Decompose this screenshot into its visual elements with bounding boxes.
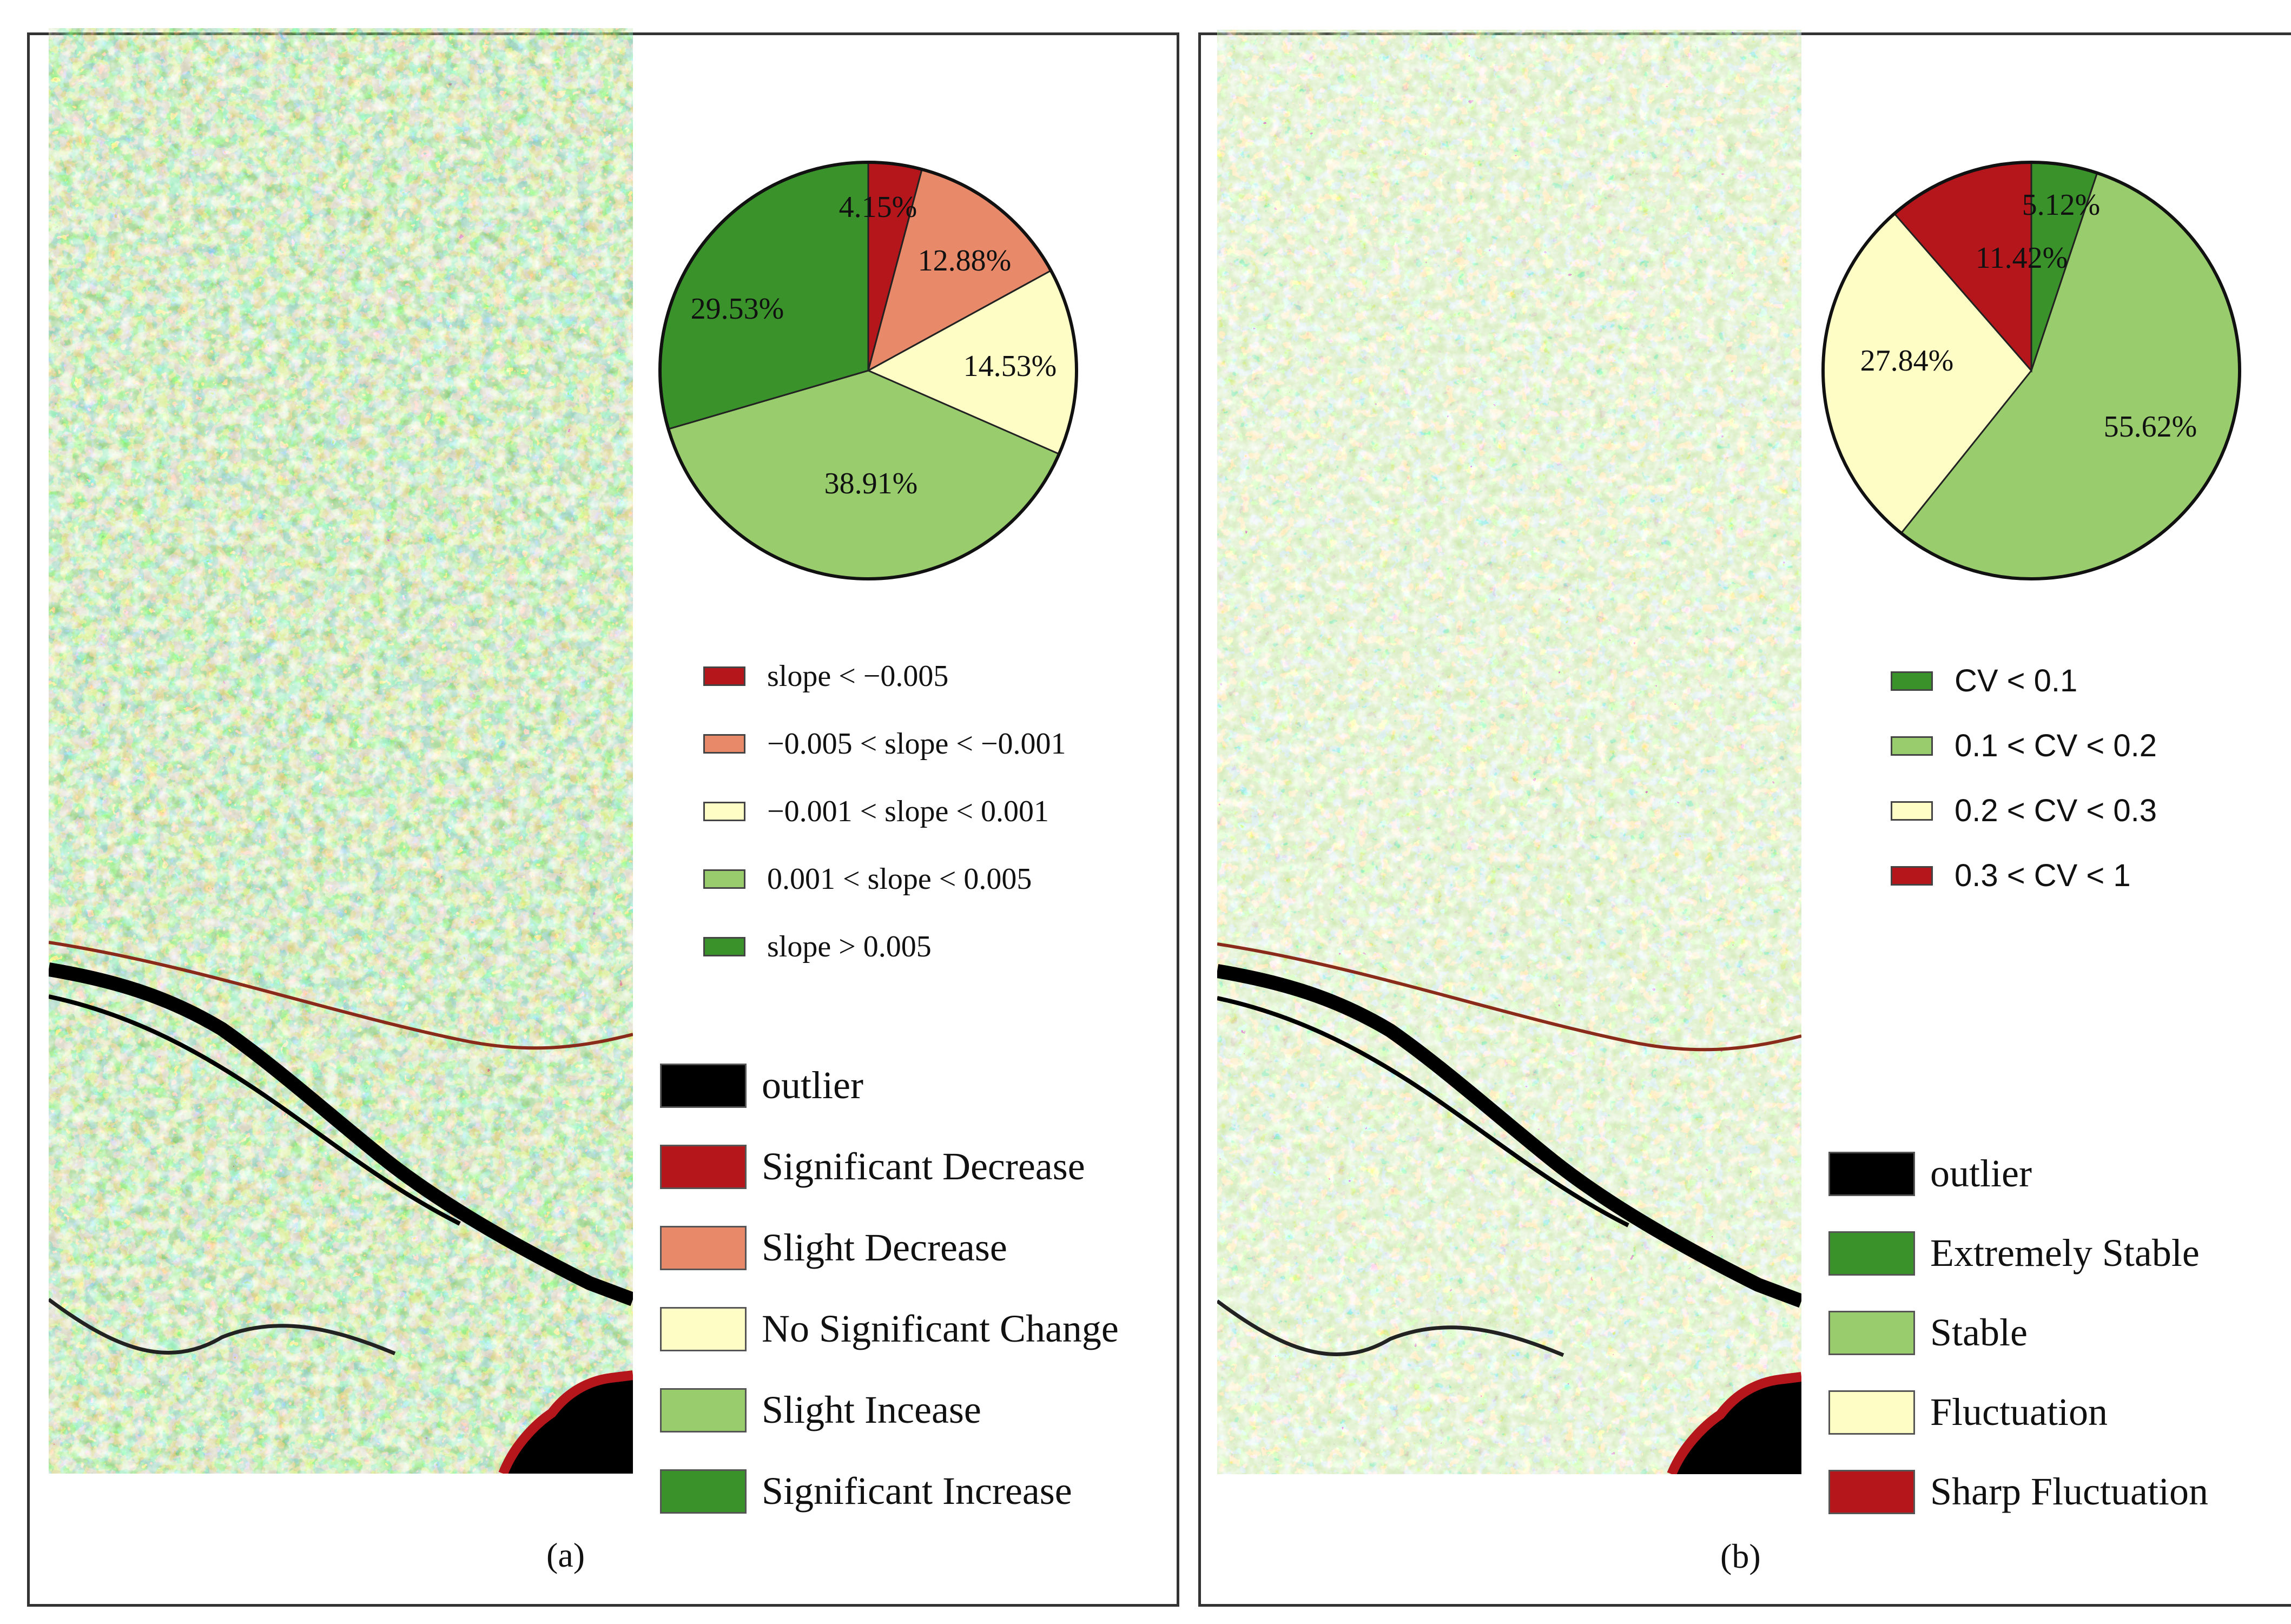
panel-a-caption: (a) bbox=[546, 1536, 585, 1574]
legend-label: 0.3 < CV < 1 bbox=[1955, 858, 2131, 893]
slope-legend-item: slope < −0.005 bbox=[703, 659, 948, 694]
pie-slice-label: 14.53% bbox=[963, 349, 1057, 383]
road bbox=[49, 941, 633, 1050]
class-legend-item: Extremely Stable bbox=[1828, 1231, 2200, 1276]
cv-legend-item: CV < 0.1 bbox=[1891, 663, 2077, 699]
stream bbox=[1217, 1299, 1564, 1357]
river-branch bbox=[1217, 996, 1629, 1227]
legend-label: Slight Decrease bbox=[762, 1226, 1007, 1269]
pie-outline bbox=[1821, 161, 2241, 580]
legend-swatch bbox=[1828, 1151, 1915, 1196]
cv-legend-item: 0.1 < CV < 0.2 bbox=[1891, 728, 2157, 764]
pie-slice-label: 29.53% bbox=[691, 292, 784, 326]
legend-swatch bbox=[703, 869, 745, 889]
legend-swatch bbox=[660, 1388, 747, 1432]
pie-slice-label: 12.88% bbox=[918, 244, 1012, 278]
slope-legend-item: −0.001 < slope < 0.001 bbox=[703, 794, 1049, 829]
legend-label: −0.005 < slope < −0.001 bbox=[767, 727, 1066, 761]
class-legend-item: Significant Increase bbox=[660, 1469, 1072, 1514]
pie-outline bbox=[658, 161, 1078, 580]
legend-swatch bbox=[703, 802, 745, 821]
cv-stability-map bbox=[1217, 30, 1801, 1474]
slope-legend-item: −0.005 < slope < −0.001 bbox=[703, 727, 1066, 761]
cv-legend-item: 0.3 < CV < 1 bbox=[1891, 857, 2131, 894]
legend-swatch bbox=[1891, 801, 1933, 821]
legend-swatch bbox=[1828, 1469, 1915, 1514]
cv-raster-texture bbox=[1217, 30, 1801, 1474]
legend-swatch bbox=[660, 1144, 747, 1189]
pie-slice-label: 55.62% bbox=[2104, 410, 2197, 444]
class-legend-item: Stable bbox=[1828, 1310, 2028, 1355]
legend-swatch bbox=[1891, 736, 1933, 756]
legend-label: slope < −0.005 bbox=[767, 659, 949, 693]
river bbox=[1217, 964, 1801, 1308]
outlier-area bbox=[503, 1375, 633, 1474]
stream bbox=[49, 1298, 396, 1356]
class-legend-item: Fluctuation bbox=[1828, 1390, 2108, 1435]
legend-label: Slight Incease bbox=[762, 1388, 981, 1431]
legend-label: −0.001 < slope < 0.001 bbox=[767, 795, 1049, 828]
legend-swatch bbox=[1891, 671, 1933, 691]
legend-swatch bbox=[703, 734, 745, 754]
class-legend-item: Significant Decrease bbox=[660, 1144, 1085, 1189]
pie-slice-label: 38.91% bbox=[824, 467, 918, 500]
road bbox=[1217, 942, 1801, 1052]
slope-trend-raster bbox=[49, 28, 633, 1474]
legend-label: outlier bbox=[762, 1064, 863, 1107]
slope-raster-texture bbox=[49, 28, 633, 1474]
legend-label: 0.001 < slope < 0.005 bbox=[767, 862, 1032, 896]
legend-label: Sharp Fluctuation bbox=[1930, 1470, 2208, 1513]
class-legend-item: outlier bbox=[1828, 1151, 2032, 1196]
legend-label: 0.2 < CV < 0.3 bbox=[1955, 793, 2157, 828]
legend-label: Extremely Stable bbox=[1930, 1231, 2200, 1275]
legend-label: No Significant Change bbox=[762, 1307, 1119, 1350]
legend-swatch bbox=[1828, 1310, 1915, 1355]
pie-slice-label: 11.42% bbox=[1976, 241, 2068, 275]
legend-swatch bbox=[1828, 1390, 1915, 1435]
outlier-area bbox=[1672, 1377, 1801, 1474]
river bbox=[49, 962, 633, 1306]
panel-b-caption: (b) bbox=[1720, 1537, 1761, 1575]
legend-swatch bbox=[660, 1225, 747, 1270]
legend-swatch bbox=[660, 1306, 747, 1351]
pie-slice-label: 5.12% bbox=[2022, 188, 2101, 222]
legend-label: 0.1 < CV < 0.2 bbox=[1955, 728, 2157, 763]
legend-label: outlier bbox=[1930, 1152, 2032, 1195]
pie-slice-label: 27.84% bbox=[1860, 344, 1954, 378]
pie-slice-label: 4.15% bbox=[839, 190, 917, 224]
class-legend-item: No Significant Change bbox=[660, 1306, 1119, 1351]
legend-label: Significant Increase bbox=[762, 1469, 1072, 1513]
legend-label: Fluctuation bbox=[1930, 1390, 2108, 1434]
legend-label: CV < 0.1 bbox=[1955, 663, 2078, 698]
class-legend-item: Slight Incease bbox=[660, 1388, 981, 1432]
legend-label: slope > 0.005 bbox=[767, 930, 932, 963]
slope-trend-map bbox=[49, 28, 633, 1474]
legend-swatch bbox=[660, 1469, 747, 1514]
river-branch bbox=[49, 994, 461, 1226]
cv-pie-chart: 5.12% 55.62% 27.84% 11.42% bbox=[1821, 161, 2241, 580]
outlier-edge bbox=[1667, 1372, 1801, 1474]
legend-label: Significant Decrease bbox=[762, 1145, 1085, 1188]
outlier-edge bbox=[498, 1370, 633, 1474]
legend-swatch bbox=[660, 1063, 747, 1108]
class-legend-item: Slight Decrease bbox=[660, 1225, 1007, 1270]
legend-swatch bbox=[703, 937, 745, 956]
class-legend-item: Sharp Fluctuation bbox=[1828, 1469, 2208, 1514]
legend-label: Stable bbox=[1930, 1311, 2028, 1354]
legend-swatch bbox=[703, 666, 745, 686]
class-legend-item: outlier bbox=[660, 1063, 863, 1108]
cv-stability-raster bbox=[1217, 30, 1801, 1474]
cv-legend-item: 0.2 < CV < 0.3 bbox=[1891, 793, 2157, 829]
legend-swatch bbox=[1828, 1231, 1915, 1276]
slope-legend-item: 0.001 < slope < 0.005 bbox=[703, 862, 1032, 896]
legend-swatch bbox=[1891, 866, 1933, 886]
slope-legend-item: slope > 0.005 bbox=[703, 929, 932, 964]
slope-pie-chart: 4.15%12.88% 14.53% 38.91% 29.53% bbox=[658, 161, 1078, 580]
